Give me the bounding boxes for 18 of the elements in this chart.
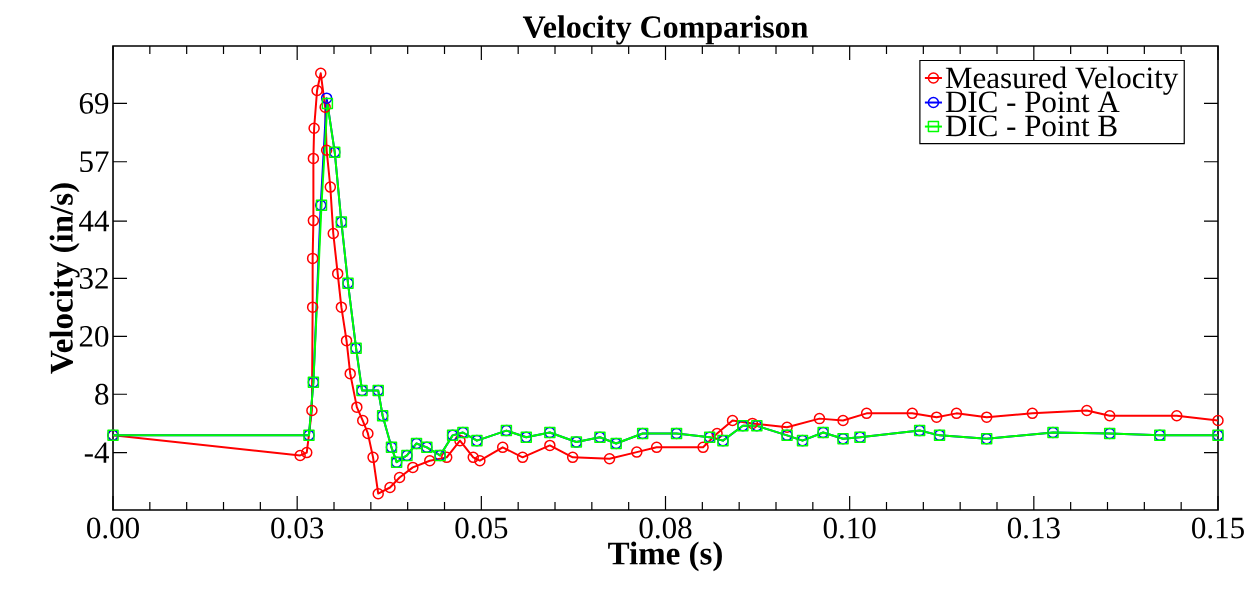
chart-title: Velocity Comparison	[522, 15, 808, 45]
x-tick-label: 0.00	[87, 517, 139, 539]
x-tick-label: 0.15	[1192, 517, 1244, 539]
y-tick-label: 69	[79, 92, 109, 114]
y-tick-label: 8	[95, 383, 109, 405]
x-tick-label: 0.10	[823, 517, 876, 539]
x-tick-label: 0.03	[271, 517, 324, 539]
legend-label: DIC - Point B	[945, 115, 1117, 137]
x-tick-label: 0.08	[639, 517, 692, 539]
x-tick-label: 0.05	[455, 517, 508, 539]
y-tick-label: 44	[79, 210, 109, 232]
x-axis-title: Time (s)	[608, 541, 722, 572]
y-tick-label: -4	[84, 442, 109, 463]
x-tick-label: 0.13	[1007, 517, 1060, 539]
y-axis-title: Velocity (in/s)	[49, 183, 80, 374]
y-tick-label: 32	[79, 268, 108, 289]
y-tick-label: 57	[80, 151, 109, 173]
y-tick-label: 20	[79, 325, 109, 347]
